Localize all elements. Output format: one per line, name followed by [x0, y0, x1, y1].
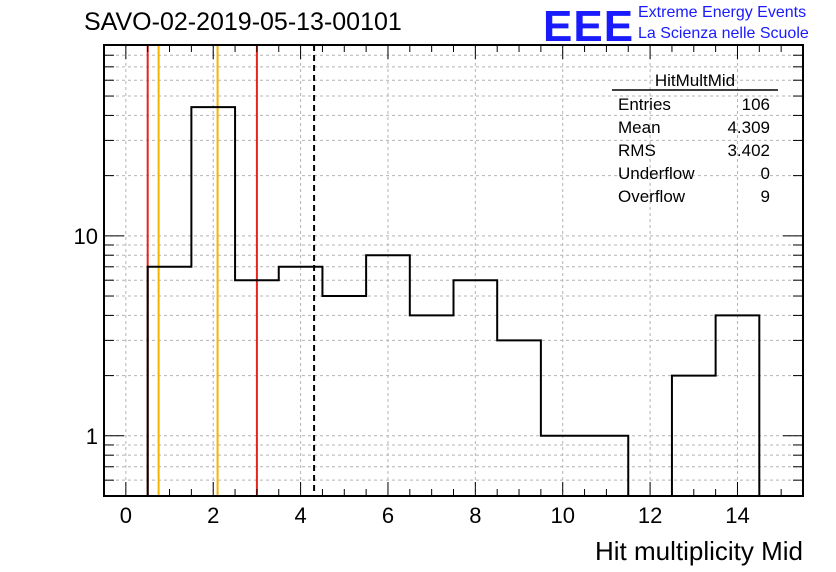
x-tick-label: 10	[550, 503, 574, 528]
stats-row-label: Underflow	[618, 164, 695, 183]
x-tick-label: 4	[294, 503, 306, 528]
logo-caption: Extreme Energy Events La Scienza nelle S…	[638, 2, 809, 44]
chart-title: SAVO-02-2019-05-13-00101	[84, 8, 402, 36]
x-tick-label: 6	[382, 503, 394, 528]
logo-line-2: La Scienza nelle Scuole	[638, 25, 809, 42]
x-tick-label: 14	[725, 503, 749, 528]
stats-row-label: Mean	[618, 118, 661, 137]
logo-line-1: Extreme Energy Events	[638, 4, 807, 21]
plot-frame	[103, 44, 804, 497]
stats-row-label: Overflow	[618, 187, 686, 206]
histogram-outline	[146, 106, 761, 497]
x-tick-label: 2	[207, 503, 219, 528]
x-tick-label: 12	[638, 503, 662, 528]
x-tick-label: 0	[120, 503, 132, 528]
stats-row-value: 3.402	[727, 141, 770, 160]
stats-row-value: 106	[742, 95, 770, 114]
y-tick-label: 1	[86, 424, 98, 449]
stats-row-value: 4.309	[727, 118, 770, 137]
stats-name: HitMultMid	[655, 71, 735, 90]
x-tick-label: 8	[469, 503, 481, 528]
x-axis-label: Hit multiplicity Mid	[594, 536, 803, 566]
eee-logo: EEE	[543, 2, 635, 51]
y-tick-label: 10	[74, 224, 98, 249]
stats-row-value: 9	[761, 187, 770, 206]
stats-row-label: Entries	[618, 95, 671, 114]
stats-row-label: RMS	[618, 141, 656, 160]
stats-row-value: 0	[761, 164, 770, 183]
